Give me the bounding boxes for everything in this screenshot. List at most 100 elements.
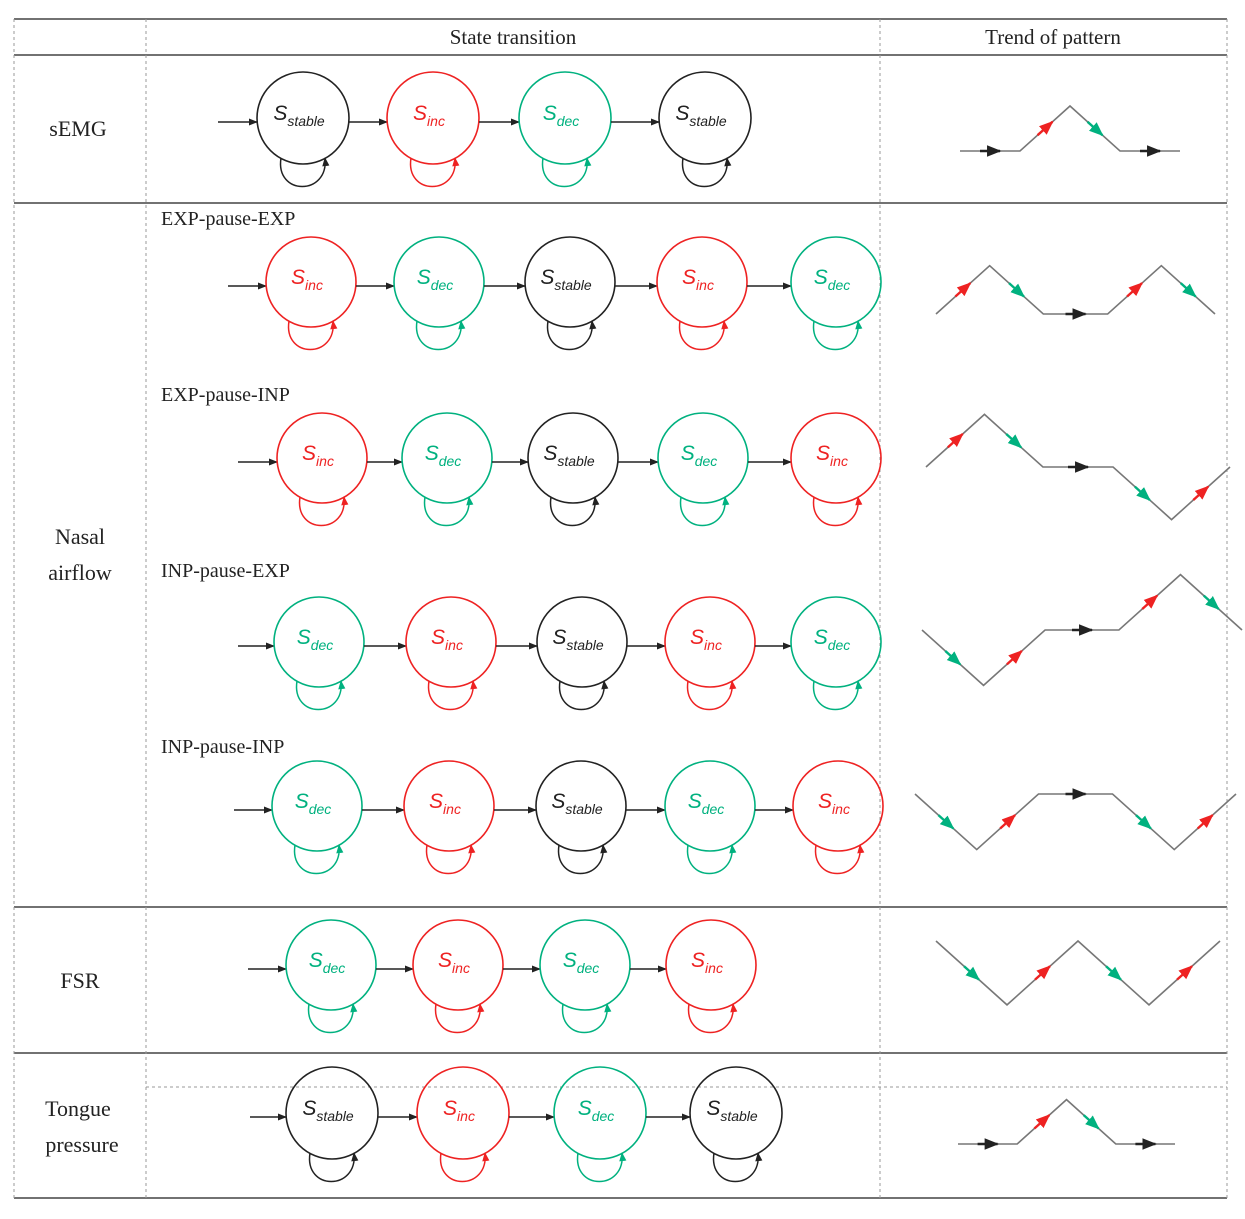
state-circle bbox=[412, 919, 504, 1011]
trend-line bbox=[935, 939, 1221, 1006]
trend-line bbox=[935, 264, 1216, 315]
state-circle bbox=[401, 412, 493, 504]
trend-arrow-dec bbox=[1202, 594, 1220, 610]
state-chain: Sstable Sinc Sdec Sstable bbox=[250, 1066, 783, 1183]
state-circle bbox=[386, 71, 480, 165]
state-circle bbox=[518, 71, 612, 165]
self-loop-arrow bbox=[541, 157, 592, 188]
self-loop-arrow bbox=[681, 157, 732, 188]
group-title-exp-pause-inp: EXP-pause-INP bbox=[161, 384, 290, 406]
state-node-stable: Sstable bbox=[256, 71, 350, 188]
state-chain: Sinc Sdec Sstable Sdec Sinc bbox=[238, 412, 882, 527]
state-circle bbox=[265, 236, 357, 328]
state-label: Sstable bbox=[302, 1097, 354, 1124]
state-label: Sinc bbox=[443, 1097, 475, 1124]
state-node-inc: Sinc bbox=[265, 236, 357, 351]
state-circle bbox=[535, 760, 627, 852]
self-loop-arrow bbox=[558, 680, 609, 711]
group-title-exp-pause-exp: EXP-pause-EXP bbox=[161, 208, 295, 230]
self-loop-arrow bbox=[415, 320, 466, 351]
row-label-tongue-pressure-line2: pressure bbox=[45, 1132, 118, 1157]
state-node-dec: Sdec bbox=[273, 596, 365, 711]
state-node-dec: Sdec bbox=[401, 412, 493, 527]
trend-arrow-inc bbox=[954, 282, 972, 298]
state-node-stable: Sstable bbox=[536, 596, 628, 711]
state-circle bbox=[271, 760, 363, 852]
self-loop-arrow bbox=[439, 1152, 490, 1183]
self-loop-arrow bbox=[812, 320, 863, 351]
state-label: Sdec bbox=[814, 626, 851, 653]
state-label: Sinc bbox=[413, 102, 445, 129]
state-label: Sdec bbox=[417, 266, 454, 293]
state-label: Sinc bbox=[431, 626, 463, 653]
self-loop-arrow bbox=[279, 157, 330, 188]
trend-arrow-dec bbox=[937, 814, 955, 830]
state-label: Sstable bbox=[675, 102, 727, 129]
self-loop-arrow bbox=[409, 157, 460, 188]
state-node-dec: Sdec bbox=[790, 596, 882, 711]
self-loop-arrow bbox=[295, 680, 346, 711]
trend-arrow-dec bbox=[1179, 282, 1197, 298]
state-label: Sstable bbox=[552, 626, 604, 653]
state-label: Sdec bbox=[425, 442, 462, 469]
trend-pattern bbox=[960, 104, 1180, 157]
state-circle bbox=[657, 412, 749, 504]
self-loop-arrow bbox=[287, 320, 338, 351]
state-circle bbox=[403, 760, 495, 852]
self-loop-arrow bbox=[814, 844, 865, 875]
state-chain: Sdec Sinc Sstable Sdec Sinc bbox=[234, 760, 884, 875]
state-circle bbox=[664, 760, 756, 852]
self-loop-arrow bbox=[557, 844, 608, 875]
state-node-stable: Sstable bbox=[285, 1066, 379, 1183]
state-label: Sinc bbox=[690, 626, 722, 653]
self-loop-arrow bbox=[308, 1152, 359, 1183]
trend-arrow-dec bbox=[1105, 965, 1123, 981]
state-node-dec: Sdec bbox=[539, 919, 631, 1034]
state-circle bbox=[285, 1066, 379, 1160]
self-loop-arrow bbox=[293, 844, 344, 875]
state-label: Sinc bbox=[438, 949, 470, 976]
trend-arrow-dec bbox=[944, 650, 962, 666]
state-label: Sdec bbox=[688, 790, 725, 817]
trend-pattern bbox=[921, 573, 1243, 687]
state-node-inc: Sinc bbox=[412, 919, 504, 1034]
state-node-inc: Sinc bbox=[790, 412, 882, 527]
state-circle bbox=[273, 596, 365, 688]
row-label-fsr: FSR bbox=[60, 968, 99, 993]
state-node-dec: Sdec bbox=[664, 760, 756, 875]
state-node-dec: Sdec bbox=[285, 919, 377, 1034]
state-node-inc: Sinc bbox=[656, 236, 748, 351]
trend-arrow-inc bbox=[946, 433, 964, 449]
state-node-inc: Sinc bbox=[386, 71, 480, 188]
state-circle bbox=[276, 412, 368, 504]
trend-arrow-inc bbox=[1126, 282, 1144, 298]
trend-arrow-inc bbox=[1141, 594, 1159, 610]
state-node-stable: Sstable bbox=[658, 71, 752, 188]
header-trend-of-pattern: Trend of pattern bbox=[985, 25, 1121, 49]
state-circle bbox=[527, 412, 619, 504]
state-label: Sinc bbox=[691, 949, 723, 976]
self-loop-arrow bbox=[549, 496, 600, 527]
header-state-transition: State transition bbox=[450, 25, 577, 49]
state-circle bbox=[792, 760, 884, 852]
self-loop-arrow bbox=[307, 1003, 358, 1034]
row-label-semg: sEMG bbox=[49, 116, 107, 141]
self-loop-arrow bbox=[434, 1003, 485, 1034]
trend-arrow-dec bbox=[1008, 282, 1025, 298]
trend-line bbox=[914, 793, 1237, 851]
trend-arrow-inc bbox=[1036, 120, 1054, 137]
row-label-tongue-pressure: Tongue bbox=[45, 1096, 111, 1121]
state-node-stable: Sstable bbox=[689, 1066, 783, 1183]
trend-pattern bbox=[958, 1098, 1175, 1150]
trend-arrow-dec bbox=[1005, 433, 1023, 449]
state-node-inc: Sinc bbox=[664, 596, 756, 711]
trend-pattern bbox=[914, 788, 1237, 851]
state-node-inc: Sinc bbox=[405, 596, 497, 711]
trend-arrow-dec bbox=[963, 965, 981, 981]
self-loop-arrow bbox=[425, 844, 476, 875]
state-circle bbox=[256, 71, 350, 165]
trend-arrow-dec bbox=[1082, 1114, 1100, 1130]
state-node-inc: Sinc bbox=[276, 412, 368, 527]
state-circle bbox=[536, 596, 628, 688]
state-label: Sinc bbox=[302, 442, 334, 469]
